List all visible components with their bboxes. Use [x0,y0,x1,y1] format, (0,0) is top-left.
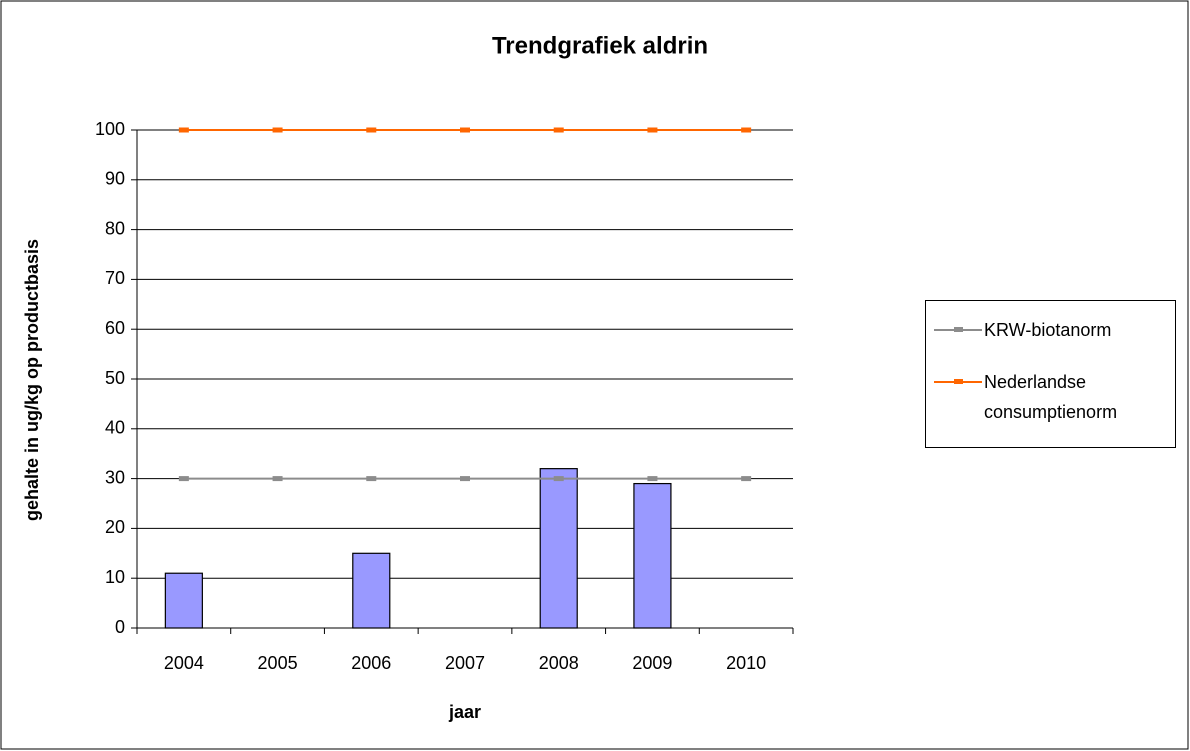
x-tick-label: 2010 [726,653,766,673]
legend-entry: Nederlandse consumptienorm [926,367,1175,427]
marker [178,127,189,133]
legend-swatch [926,367,984,397]
y-tick-label: 50 [105,368,125,388]
bar [633,482,672,629]
marker [272,127,283,133]
y-tick-label: 60 [105,318,125,338]
x-tick-label: 2004 [164,653,204,673]
legend-marker [954,327,963,332]
y-tick-label: 70 [105,268,125,288]
marker [741,127,752,133]
marker [366,127,377,133]
marker [553,476,564,482]
bar [164,572,203,629]
marker [460,127,470,133]
marker [272,476,283,482]
y-tick-label: 30 [105,467,125,487]
x-tick-label: 2007 [445,653,485,673]
y-tick-label: 100 [95,119,125,139]
y-tick-label: 10 [105,567,125,587]
x-tick-label: 2009 [632,653,672,673]
marker [460,476,470,482]
marker [741,476,752,482]
legend: KRW-biotanorm Nederlandse consumptienorm [925,300,1176,448]
marker [553,127,564,133]
legend-label: KRW-biotanorm [984,320,1112,340]
y-tick-label: 80 [105,218,125,238]
legend-entry: KRW-biotanorm [926,315,1175,345]
legend-label: Nederlandse consumptienorm [984,372,1118,422]
y-tick-label: 40 [105,418,125,438]
y-axis-label: gehalte in ug/kg op productbasis [22,239,42,521]
marker [647,127,658,133]
legend-marker [954,379,963,384]
y-tick-label: 90 [105,169,125,189]
y-tick-label: 0 [115,617,125,637]
chart-title: Trendgrafiek aldrin [492,32,708,59]
x-tick-label: 2008 [539,653,579,673]
x-tick-label: 2005 [258,653,298,673]
legend-swatch [926,315,984,345]
marker [178,476,189,482]
marker [647,476,658,482]
bar [352,552,391,629]
bar [539,468,578,629]
marker [366,476,377,482]
y-tick-label: 20 [105,517,125,537]
x-axis-label: jaar [448,702,481,722]
x-tick-label: 2006 [351,653,391,673]
